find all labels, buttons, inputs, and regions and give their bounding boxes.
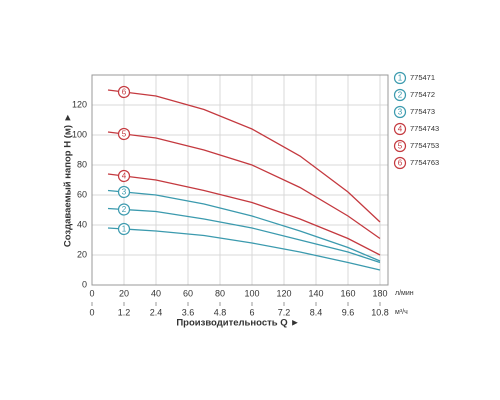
legend-badge-label: 6	[398, 159, 403, 168]
legend-badge-label: 2	[398, 91, 403, 100]
legend-label: 7754753	[410, 141, 439, 150]
curve-badge-label: 2	[122, 205, 127, 214]
x2-tick-label: 1.2	[118, 307, 131, 317]
x-unit: л/мин	[395, 290, 414, 297]
legend-badge	[393, 88, 407, 102]
legend-badge-label: 3	[398, 108, 403, 117]
legend-badge-label: 1	[398, 74, 403, 83]
y-tick-label: 60	[77, 189, 87, 199]
plot-area	[91, 74, 389, 286]
legend-label: 775473	[410, 107, 435, 116]
curve	[107, 173, 381, 256]
legend-badge	[393, 156, 407, 170]
x-tick-label: 40	[151, 288, 161, 298]
x2-tick-label: 10.8	[371, 307, 389, 317]
x-tick-label: 80	[215, 288, 225, 298]
x-axis-title: Производительность Q ►	[176, 318, 299, 329]
curve-badge-label: 5	[122, 130, 127, 139]
curve-badge	[117, 127, 131, 141]
curve-badge-label: 6	[122, 88, 127, 97]
legend-badge	[393, 122, 407, 136]
y-tick-label: 80	[77, 159, 87, 169]
y-tick-label: 100	[72, 129, 87, 139]
legend-badge	[393, 139, 407, 153]
legend-label: 775472	[410, 90, 435, 99]
y-tick-label: 20	[77, 249, 87, 259]
legend-label: 7754743	[410, 124, 439, 133]
x2-unit: м³/ч	[395, 309, 408, 316]
x2-tick-label: 8.4	[310, 307, 323, 317]
y-tick-label: 0	[82, 279, 87, 289]
x2-tick-label: 0	[89, 307, 94, 317]
plot-border	[91, 74, 389, 286]
x-tick-label: 160	[340, 288, 355, 298]
x-tick-label: 0	[89, 288, 94, 298]
x2-tick-label: 7.2	[278, 307, 291, 317]
curve-badge-label: 3	[122, 188, 127, 197]
x-tick-label: 120	[276, 288, 291, 298]
x2-tick-label: 6	[249, 307, 254, 317]
legend-badge	[393, 105, 407, 119]
y-tick-label: 120	[72, 99, 87, 109]
legend-badge-label: 5	[398, 142, 403, 151]
legend-badge	[393, 71, 407, 85]
curve	[107, 207, 381, 264]
x2-tick-label: 4.8	[214, 307, 227, 317]
curve	[107, 189, 381, 262]
legend-badge-label: 4	[398, 125, 403, 134]
x2-tick-label: 9.6	[342, 307, 355, 317]
x-tick-label: 180	[372, 288, 387, 298]
curve-badge-label: 4	[122, 172, 127, 181]
curve	[107, 89, 381, 223]
y-tick-label: 40	[77, 219, 87, 229]
curve-badge	[117, 222, 131, 236]
curve-badge-label: 1	[122, 225, 127, 234]
x-tick-label: 20	[119, 288, 129, 298]
x2-tick-label: 2.4	[150, 307, 163, 317]
y-axis-title: Создаваемый напор H (м) ►	[63, 113, 74, 247]
x-tick-label: 140	[308, 288, 323, 298]
curve-badge	[117, 85, 131, 99]
x-tick-label: 100	[244, 288, 259, 298]
x2-tick-label: 3.6	[182, 307, 195, 317]
legend-label: 775471	[410, 73, 435, 82]
curve-badge	[117, 169, 131, 183]
x-tick-label: 60	[183, 288, 193, 298]
curve	[107, 131, 381, 240]
curve-badge	[117, 185, 131, 199]
curve-badge	[117, 203, 131, 216]
curve	[107, 227, 381, 271]
legend-label: 7754763	[410, 158, 439, 167]
